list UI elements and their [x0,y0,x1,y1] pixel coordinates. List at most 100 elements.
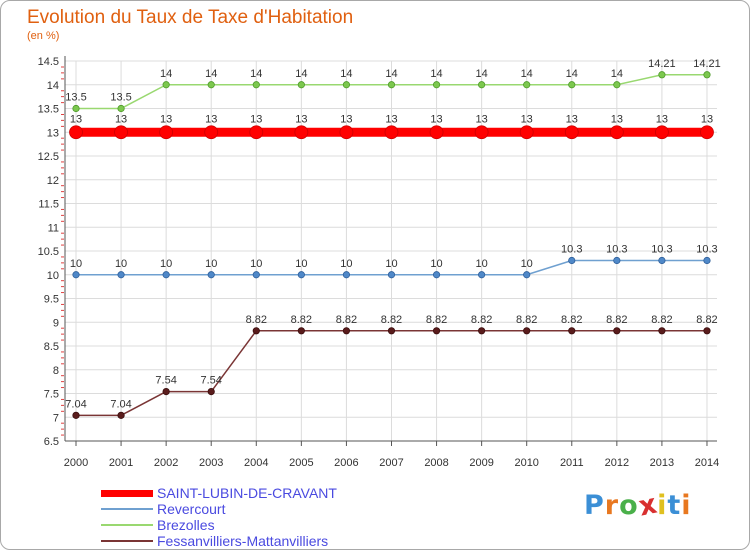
data-label-revercourt: 10 [340,258,352,270]
data-label-revercourt: 10 [70,258,82,270]
data-label-fessanvilliers: 8.82 [336,314,357,326]
data-label-fessanvilliers: 8.82 [426,314,447,326]
logo-letter: o [619,490,639,521]
x-tick-label: 2008 [424,457,448,469]
data-point-fessanvilliers [432,327,441,335]
data-point-revercourt [658,256,666,265]
y-tick-label: 8 [53,365,59,377]
data-label-brezolles: 14 [250,68,262,80]
data-point-revercourt [72,271,80,279]
data-label-revercourt: 10.3 [696,244,717,256]
data-label-fessanvilliers: 8.82 [381,314,402,326]
data-label-saint-lubin: 13 [205,113,217,125]
data-point-brezolles [342,81,351,89]
y-tick-label: 8.5 [44,341,59,353]
x-tick-label: 2003 [199,457,223,469]
data-label-fessanvilliers: 8.82 [561,314,582,326]
x-tick-label: 2001 [109,457,133,469]
data-label-revercourt: 10 [521,258,533,270]
y-tick-label: 11.5 [38,199,59,211]
data-label-brezolles: 14.21 [693,58,721,70]
x-tick-label: 2007 [379,457,403,469]
data-label-revercourt: 10.3 [561,244,582,256]
data-label-brezolles: 14.21 [648,58,676,70]
data-point-saint-lubin [384,125,399,140]
data-label-brezolles: 14 [160,68,172,80]
y-tick-label: 7.5 [44,389,59,401]
y-tick-label: 7 [53,412,59,424]
data-point-revercourt [432,271,441,279]
data-label-revercourt: 10 [385,258,397,270]
data-label-saint-lubin: 13 [521,113,533,125]
data-label-brezolles: 14 [476,68,488,80]
data-label-fessanvilliers: 7.54 [155,375,176,387]
data-point-brezolles [658,71,666,79]
data-point-fessanvilliers [162,387,170,396]
logo-letter: r [604,490,620,521]
data-point-fessanvilliers [387,327,396,335]
data-point-saint-lubin [339,125,354,140]
x-tick-label: 2012 [605,457,629,469]
data-label-fessanvilliers: 7.04 [65,398,86,410]
legend-label: Fessanvilliers-Mattanvilliers [157,533,329,549]
data-label-fessanvilliers: 8.82 [651,314,672,326]
data-point-saint-lubin [519,125,534,140]
x-tick-label: 2006 [334,457,358,469]
data-label-saint-lubin: 13 [701,113,713,125]
data-label-revercourt: 10.3 [651,244,672,256]
y-tick-label: 6.5 [44,436,59,448]
data-label-brezolles: 14 [521,68,533,80]
y-tick-label: 11 [48,222,59,234]
y-tick-label: 13 [47,127,59,139]
chart-subtitle: (en %) [27,30,60,42]
data-label-revercourt: 10 [160,258,172,270]
y-tick-label: 12 [47,175,59,187]
data-label-fessanvilliers: 8.82 [606,314,627,326]
legend-label: Revercourt [157,501,226,517]
data-point-saint-lubin [294,125,309,140]
data-point-saint-lubin [609,125,624,140]
data-point-fessanvilliers [478,327,486,335]
data-point-fessanvilliers [342,327,351,335]
data-label-saint-lubin: 13 [160,113,172,125]
data-point-brezolles [297,81,305,89]
data-point-brezolles [387,81,396,89]
data-point-saint-lubin [564,125,579,140]
data-point-brezolles [252,81,260,89]
data-label-saint-lubin: 13 [295,113,307,125]
data-point-brezolles [613,81,621,89]
y-tick-label: 9 [53,317,59,329]
data-point-brezolles [432,81,441,89]
x-tick-label: 2010 [514,457,538,469]
data-label-fessanvilliers: 8.82 [246,314,267,326]
x-tick-label: 2002 [154,457,178,469]
data-point-revercourt [297,271,305,279]
data-point-brezolles [117,104,125,113]
x-tick-label: 2014 [695,457,719,469]
data-label-brezolles: 14 [340,68,352,80]
data-point-saint-lubin [114,125,128,140]
x-tick-label: 2013 [650,457,674,469]
y-tick-label: 14.5 [38,56,59,68]
data-point-fessanvilliers [703,327,711,335]
data-label-saint-lubin: 13 [115,113,127,125]
data-point-saint-lubin [204,125,219,140]
data-label-brezolles: 14 [295,68,307,80]
data-label-saint-lubin: 13 [385,113,397,125]
data-point-fessanvilliers [207,387,215,396]
data-label-brezolles: 14 [205,68,217,80]
data-point-brezolles [478,81,486,89]
data-label-brezolles: 14 [566,68,578,80]
data-label-brezolles: 13.5 [110,92,131,104]
data-point-revercourt [117,271,125,279]
data-point-fessanvilliers [658,327,666,335]
data-point-fessanvilliers [297,327,305,335]
y-tick-label: 13.5 [38,104,59,116]
data-label-brezolles: 14 [385,68,397,80]
data-label-saint-lubin: 13 [430,113,442,125]
x-tick-label: 2004 [244,457,268,469]
logo-letter: P [584,490,605,521]
data-label-saint-lubin: 13 [340,113,352,125]
data-point-saint-lubin [429,125,444,140]
